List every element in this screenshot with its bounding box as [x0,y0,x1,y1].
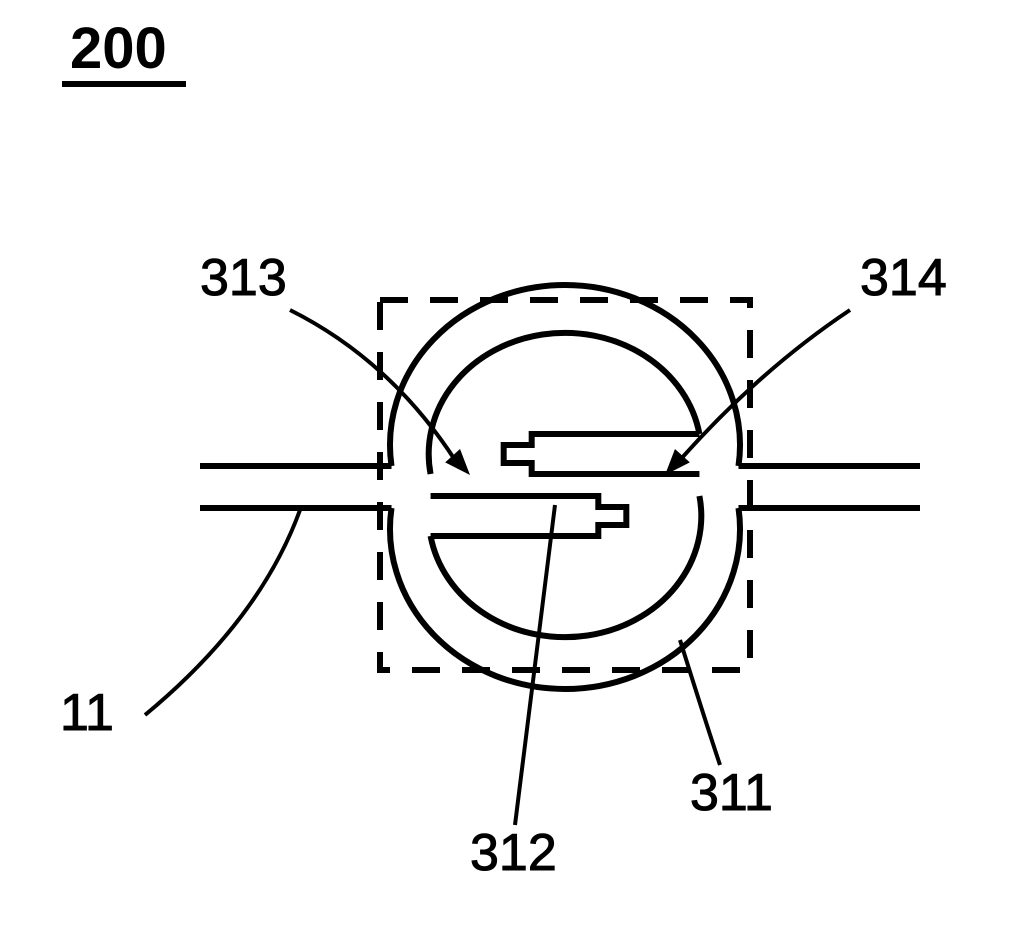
leader-l_11 [145,510,300,715]
figure-ref-text: 200 [70,16,167,81]
leader-l_314 [680,310,850,460]
label-l_314: 314 [860,249,947,307]
label-l_313: 313 [200,249,287,307]
dashed-box [380,300,750,670]
label-l_11: 11 [60,684,114,742]
figure-reference: 200 [62,16,186,84]
label-l_312: 312 [470,824,557,882]
leader-l_311 [680,640,720,765]
leader-l_312 [515,505,555,825]
label-l_311: 311 [690,764,773,822]
split-ring-device [390,285,740,689]
patent-figure: 200 313 314 11 312 311 [0,0,1022,935]
